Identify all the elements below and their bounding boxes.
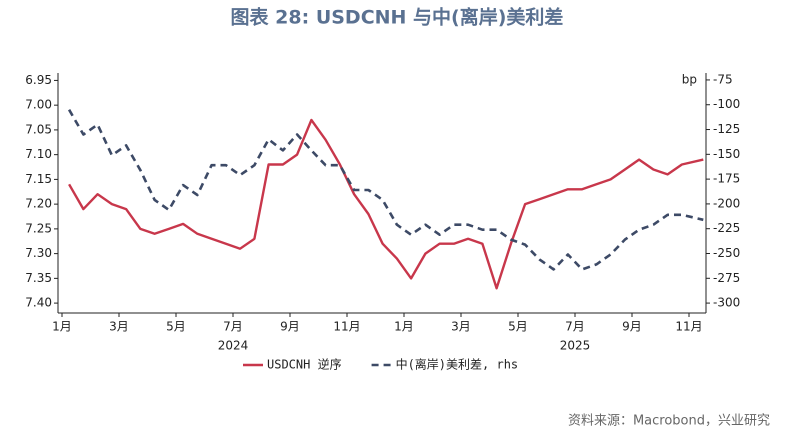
y2-tick-label: -275 (713, 271, 740, 285)
year-label: 2025 (560, 339, 591, 353)
y-tick-label: 7.10 (25, 147, 52, 161)
year-label: 2024 (218, 339, 249, 353)
y2-tick-label: -150 (713, 147, 740, 161)
y-tick-label: 6.95 (25, 73, 52, 87)
y2-tick-label: -75 (713, 72, 733, 86)
y2-tick-label: -175 (713, 172, 740, 186)
y-tick-label: 7.30 (25, 246, 52, 260)
y-tick-label: 7.15 (25, 172, 52, 186)
x-tick-label: 5月 (508, 320, 528, 334)
y-tick-label: 7.25 (25, 221, 52, 235)
source: 资料来源：Macrobond，兴业研究 (568, 414, 770, 429)
legend-label: 中(离岸)美利差, rhs (396, 357, 519, 372)
y2-tick-label: -125 (713, 122, 740, 136)
series-line (68, 118, 704, 290)
y2-tick-label: -225 (713, 221, 740, 235)
x-tick-label: 9月 (280, 320, 300, 334)
series-line (67, 109, 704, 271)
y2-unit: bp (682, 73, 697, 87)
x-tick-label: 7月 (223, 320, 243, 334)
y-tick-label: 7.00 (25, 98, 52, 112)
x-tick-label: 11月 (333, 320, 360, 334)
y-tick-label: 7.35 (25, 271, 52, 285)
x-tick-label: 9月 (622, 320, 642, 334)
x-tick-label: 5月 (166, 320, 186, 334)
y-tick-label: 7.05 (25, 122, 52, 136)
chart-title: 图表 28: USDCNH 与中(离岸)美利差 (231, 6, 564, 29)
y2-tick-label: -300 (713, 296, 740, 310)
y2-tick-label: -100 (713, 97, 740, 111)
x-tick-label: 7月 (565, 320, 585, 334)
legend-label: USDCNH 逆序 (267, 357, 342, 372)
y2-tick-label: -250 (713, 246, 740, 260)
x-tick-label: 1月 (394, 320, 414, 334)
y-tick-label: 7.40 (25, 296, 52, 310)
x-tick-label: 3月 (109, 320, 129, 334)
x-tick-label: 11月 (675, 320, 702, 334)
x-tick-label: 1月 (52, 320, 72, 334)
y-tick-label: 7.20 (25, 197, 52, 211)
y2-tick-label: -200 (713, 196, 740, 210)
x-tick-label: 3月 (451, 320, 471, 334)
